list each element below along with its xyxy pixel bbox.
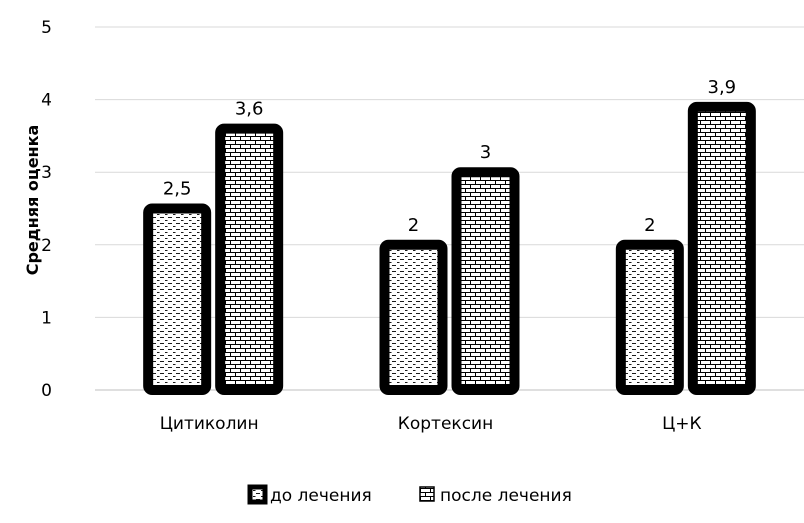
data-label: 2 xyxy=(644,215,655,236)
legend-label-before: до лечения xyxy=(270,486,372,506)
y-tick-label: 0 xyxy=(41,381,52,401)
bars xyxy=(143,101,756,396)
bar-before-1 xyxy=(379,239,448,395)
bar-after-0 xyxy=(215,123,284,395)
legend-label-after: после лечения xyxy=(440,486,572,506)
bar-after-1 xyxy=(451,167,520,395)
y-tick-label: 3 xyxy=(41,163,52,183)
y-axis-label: Средняя оценка xyxy=(23,125,42,276)
data-label: 3 xyxy=(480,142,491,163)
bar-before-0 xyxy=(143,203,212,395)
x-axis-categories: Цитиколин Кортексин Ц+К xyxy=(160,414,702,434)
data-label: 2,5 xyxy=(163,179,192,200)
y-tick-label: 4 xyxy=(41,91,52,111)
gridlines xyxy=(95,26,804,391)
data-labels: 2,5 3,6 2 3 2 3,9 xyxy=(163,77,736,236)
legend-swatch-after xyxy=(419,486,435,502)
bar-before-2 xyxy=(615,239,684,395)
y-tick-label: 5 xyxy=(41,18,52,38)
data-label: 2 xyxy=(408,215,419,236)
data-label: 3,6 xyxy=(235,99,264,120)
legend-swatch-before xyxy=(247,484,268,505)
bar-after-2 xyxy=(687,101,756,396)
x-category-label: Кортексин xyxy=(398,414,493,434)
x-category-label: Ц+К xyxy=(662,414,702,434)
y-axis-ticks: 0 1 2 3 4 5 xyxy=(41,18,52,401)
legend: до лечения после лечения xyxy=(247,484,572,506)
y-tick-label: 2 xyxy=(41,236,52,256)
x-category-label: Цитиколин xyxy=(160,414,259,434)
data-label: 3,9 xyxy=(708,77,737,98)
y-tick-label: 1 xyxy=(41,308,52,328)
